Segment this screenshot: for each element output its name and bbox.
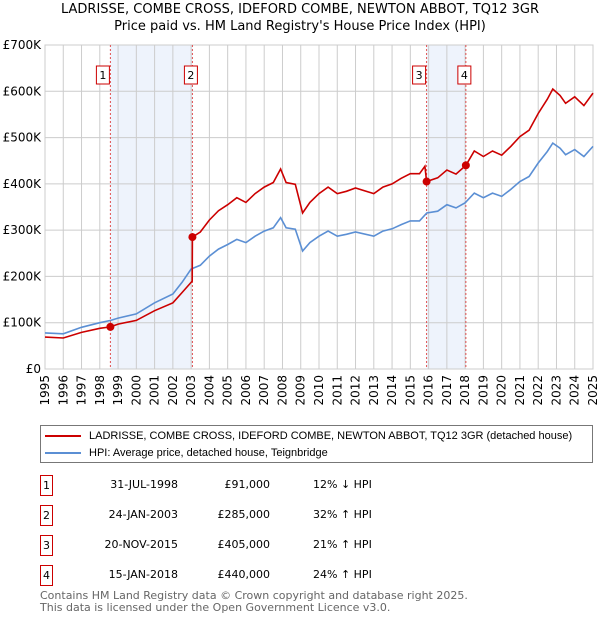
sale-price: £405,000: [217, 538, 271, 551]
y-tick-label: £100K: [3, 316, 43, 330]
x-tick-label: 2011: [330, 375, 344, 406]
sale-marker-box: [457, 65, 472, 85]
sale-row: 4 15-JAN-2018 £440,000 24% ↑ HPI: [40, 565, 440, 586]
y-tick-label: £600K: [3, 84, 43, 98]
y-tick-label: £300K: [3, 223, 43, 237]
x-tick-label: 2021: [513, 375, 527, 406]
sale-date: 20-NOV-2015: [104, 538, 178, 551]
y-tick-label: £0: [26, 362, 41, 376]
x-tick-label: 2003: [184, 375, 198, 406]
x-tick-label: 1999: [111, 375, 125, 406]
x-tick-label: 2007: [257, 375, 271, 406]
x-tick-label: 2017: [440, 375, 454, 406]
hpi-line: [44, 141, 594, 335]
x-tick-label: 2019: [476, 375, 490, 406]
sale-hpi-diff: 21% ↑ HPI: [313, 538, 372, 551]
x-tick-label: 2009: [294, 375, 308, 406]
x-tick-label: 2005: [221, 375, 235, 406]
footer-line-2: This data is licensed under the Open Gov…: [40, 601, 391, 614]
sale-date: 15-JAN-2018: [108, 568, 178, 581]
property-price-line: [44, 87, 594, 339]
sale-point: [188, 233, 197, 242]
sale-hpi-diff: 12% ↓ HPI: [313, 478, 372, 491]
x-tick-label: 2004: [202, 375, 216, 406]
y-tick-label: £700K: [3, 38, 43, 52]
x-tick-label: 2016: [422, 375, 436, 406]
x-tick-label: 1996: [56, 375, 70, 406]
shaded-range: [110, 45, 193, 369]
x-tick-label: 2022: [531, 375, 545, 406]
chart-subtitle: Price paid vs. HM Land Registry's House …: [114, 19, 486, 34]
sale-marker-box: [95, 65, 110, 85]
y-tick-label: £500K: [3, 131, 43, 145]
plot-frame: [44, 44, 594, 370]
sale-marker-label: 4: [461, 69, 468, 82]
x-tick-label: 1995: [38, 375, 52, 406]
x-tick-label: 2023: [549, 375, 563, 406]
sale-hpi-diff: 32% ↑ HPI: [313, 508, 372, 521]
x-tick-label: 2020: [495, 375, 509, 406]
x-tick-label: 2008: [275, 375, 289, 406]
y-tick-label: £400K: [3, 177, 43, 191]
x-tick-label: 2010: [312, 375, 326, 406]
legend: LADRISSE, COMBE CROSS, IDEFORD COMBE, NE…: [40, 425, 593, 463]
x-tick-label: 1997: [75, 375, 89, 406]
sale-point: [422, 177, 431, 186]
x-tick-label: 2018: [458, 375, 472, 406]
sale-point: [461, 161, 470, 170]
sale-marker-number: 1: [40, 475, 53, 496]
sale-price: £91,000: [224, 478, 271, 491]
x-tick-label: 2012: [349, 375, 363, 406]
x-tick-label: 2013: [367, 375, 381, 406]
x-tick-label: 2000: [129, 375, 143, 406]
x-tick-label: 2024: [568, 375, 582, 406]
legend-label-property: LADRISSE, COMBE CROSS, IDEFORD COMBE, NE…: [89, 430, 573, 442]
sale-hpi-diff: 24% ↑ HPI: [313, 568, 372, 581]
sale-marker-label: 2: [187, 69, 194, 82]
x-tick-label: 2015: [403, 375, 417, 406]
shaded-range: [426, 45, 466, 369]
y-tick-label: £200K: [3, 269, 43, 283]
sale-price: £440,000: [217, 568, 271, 581]
x-tick-label: 2002: [166, 375, 180, 406]
chart-title: LADRISSE, COMBE CROSS, IDEFORD COMBE, NE…: [60, 2, 540, 17]
sale-marker-box: [412, 65, 427, 85]
sale-price: £285,000: [217, 508, 271, 521]
footer-line-1: Contains HM Land Registry data © Crown c…: [40, 589, 468, 602]
sale-date: 31-JUL-1998: [110, 478, 178, 491]
sale-marker-number: 2: [40, 505, 53, 526]
sale-row: 2 24-JAN-2003 £285,000 32% ↑ HPI: [40, 505, 440, 526]
legend-label-hpi: HPI: Average price, detached house, Teig…: [89, 447, 328, 459]
legend-swatch-hpi: [45, 452, 81, 454]
sale-point: [106, 322, 115, 331]
footer-attribution: Contains HM Land Registry data © Crown c…: [40, 590, 468, 614]
x-tick-label: 2006: [239, 375, 253, 406]
x-tick-label: 2014: [385, 375, 399, 406]
sale-marker-number: 4: [40, 565, 53, 586]
sale-row: 3 20-NOV-2015 £405,000 21% ↑ HPI: [40, 535, 440, 556]
sale-date: 24-JAN-2003: [108, 508, 178, 521]
sale-marker-label: 1: [99, 69, 106, 82]
sale-marker-label: 3: [416, 69, 423, 82]
sale-row: 1 31-JUL-1998 £91,000 12% ↓ HPI: [40, 475, 440, 496]
sale-marker-number: 3: [40, 535, 53, 556]
x-tick-label: 2001: [148, 375, 162, 406]
x-tick-label: 1998: [93, 375, 107, 406]
sale-marker-box: [183, 65, 198, 85]
plot-area: 1995 1996 1997 1998 1999 2000 2001 2002 2003 2004…: [3, 38, 600, 406]
x-tick-label: 2025: [586, 375, 600, 406]
legend-swatch-property: [45, 435, 81, 437]
